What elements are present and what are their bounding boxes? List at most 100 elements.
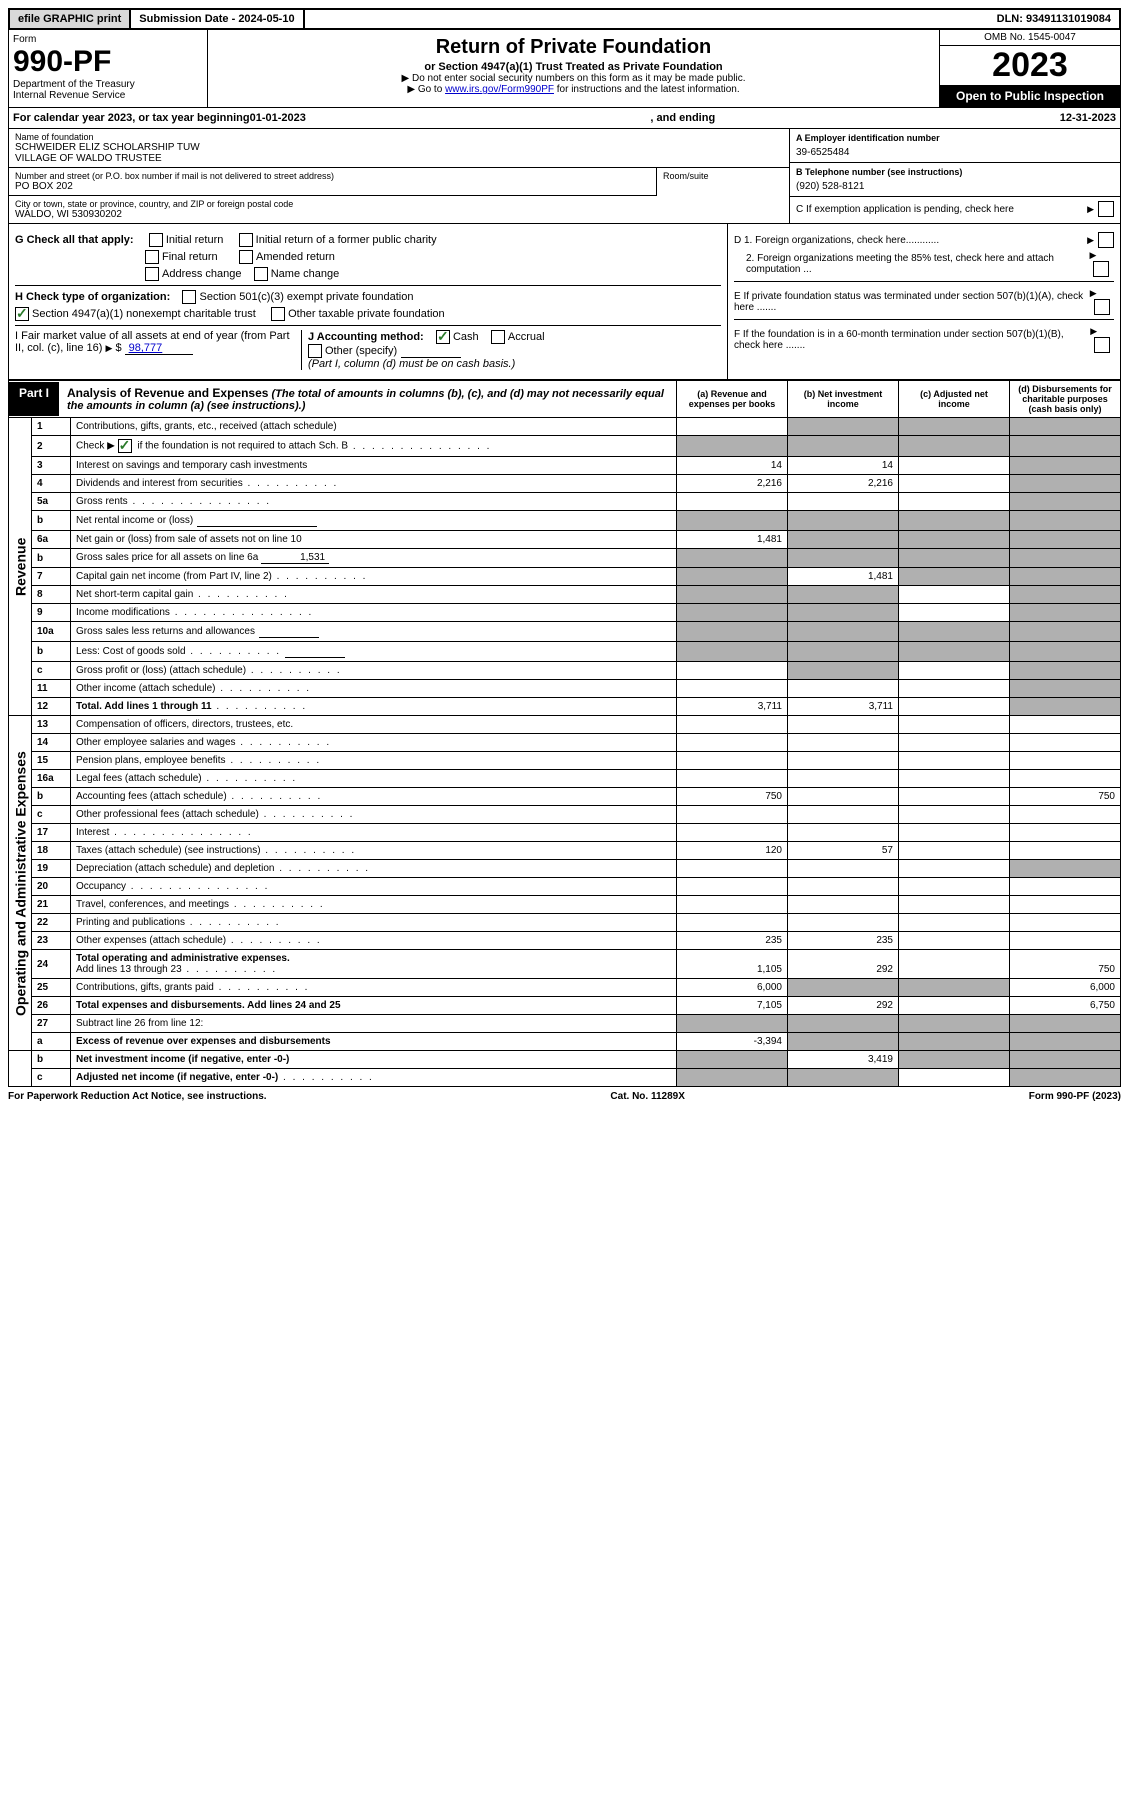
table-row: 4 Dividends and interest from securities… (9, 475, 1121, 493)
line-10b-input[interactable] (285, 645, 345, 658)
arrow-icon (1090, 326, 1097, 337)
line-25-a: 6,000 (677, 979, 788, 997)
line-25-d: 6,000 (1010, 979, 1121, 997)
e-checkbox[interactable] (1094, 299, 1110, 315)
i-value-link[interactable]: 98,777 (125, 342, 193, 355)
h-other-checkbox[interactable] (271, 307, 285, 321)
col-d-header: (d) Disbursements for charitable purpose… (1010, 381, 1121, 418)
line-5a-no: 5a (32, 493, 71, 511)
line-12-b: 3,711 (788, 698, 899, 716)
g-name-checkbox[interactable] (254, 267, 268, 281)
c-label: C If exemption application is pending, c… (796, 204, 1014, 215)
col-c-header: (c) Adjusted net income (899, 381, 1010, 418)
line-27c-no: c (32, 1069, 71, 1087)
g-name-label: Name change (271, 268, 340, 280)
table-row: 14 Other employee salaries and wages (9, 734, 1121, 752)
arrow-icon (105, 342, 112, 354)
line-14-desc: Other employee salaries and wages (71, 734, 677, 752)
line-24-d: 750 (1010, 950, 1121, 979)
line-4-a: 2,216 (677, 475, 788, 493)
line-6b-val: 1,531 (261, 552, 329, 564)
table-row: 8 Net short-term capital gain (9, 586, 1121, 604)
room-suite-label: Room/suite (656, 168, 789, 196)
j-accrual-checkbox[interactable] (491, 330, 505, 344)
line-5b-input[interactable] (197, 514, 317, 527)
line-20-desc: Occupancy (71, 878, 677, 896)
table-row: 19 Depreciation (attach schedule) and de… (9, 860, 1121, 878)
form-link[interactable]: www.irs.gov/Form990PF (445, 84, 554, 95)
part1-label: Part I (9, 382, 59, 416)
line-10a-input[interactable] (259, 625, 319, 638)
d2-checkbox[interactable] (1093, 261, 1109, 277)
line-12-desc: Total. Add lines 1 through 11 (71, 698, 677, 716)
cal-year-begin: 01-01-2023 (250, 112, 306, 124)
j-cash-checkbox[interactable] (436, 330, 450, 344)
tax-year: 2023 (940, 46, 1120, 85)
g-initial-checkbox[interactable] (149, 233, 163, 247)
line-24-desc: Total operating and administrative expen… (71, 950, 677, 979)
line-10b-desc: Less: Cost of goods sold (71, 642, 677, 662)
line-25-no: 25 (32, 979, 71, 997)
j-cash-label: Cash (453, 331, 479, 343)
h-501c3-label: Section 501(c)(3) exempt private foundat… (199, 291, 413, 303)
table-row: c Other professional fees (attach schedu… (9, 806, 1121, 824)
j-other-input[interactable] (401, 345, 461, 358)
arrow-icon (1089, 250, 1096, 261)
d1-checkbox[interactable] (1098, 232, 1114, 248)
line-27b-no: b (32, 1051, 71, 1069)
line-27-desc: Subtract line 26 from line 12: (71, 1015, 677, 1033)
j-other-checkbox[interactable] (308, 344, 322, 358)
g-initial-label: Initial return (166, 234, 223, 246)
line-24-a: 1,105 (677, 950, 788, 979)
line-16b-d: 750 (1010, 788, 1121, 806)
line-26-no: 26 (32, 997, 71, 1015)
submission-date: Submission Date - 2024-05-10 (131, 10, 304, 28)
line-26-a: 7,105 (677, 997, 788, 1015)
table-row: 18 Taxes (attach schedule) (see instruct… (9, 842, 1121, 860)
footer: For Paperwork Reduction Act Notice, see … (8, 1087, 1121, 1102)
table-row: b Less: Cost of goods sold (9, 642, 1121, 662)
instr-1: ▶ Do not enter social security numbers o… (212, 73, 935, 84)
line-12-no: 12 (32, 698, 71, 716)
table-row: 26 Total expenses and disbursements. Add… (9, 997, 1121, 1015)
line-10a-no: 10a (32, 622, 71, 642)
g-amended-checkbox[interactable] (239, 250, 253, 264)
g-address-checkbox[interactable] (145, 267, 159, 281)
foundation-name: SCHWEIDER ELIZ SCHOLARSHIP TUW VILLAGE O… (15, 142, 783, 164)
h-501c3-checkbox[interactable] (182, 290, 196, 304)
line-23-no: 23 (32, 932, 71, 950)
line-16b-desc: Accounting fees (attach schedule) (71, 788, 677, 806)
line-5a-desc: Gross rents (71, 493, 677, 511)
open-public-badge: Open to Public Inspection (940, 85, 1120, 107)
g-address-label: Address change (162, 268, 242, 280)
part1-title-bold: Analysis of Revenue and Expenses (67, 386, 268, 400)
h-4947-checkbox[interactable] (15, 307, 29, 321)
f-checkbox[interactable] (1094, 337, 1110, 353)
line-21-desc: Travel, conferences, and meetings (71, 896, 677, 914)
d1-label: D 1. Foreign organizations, check here..… (734, 235, 939, 246)
line-13-desc: Compensation of officers, directors, tru… (71, 716, 677, 734)
table-row: 23 Other expenses (attach schedule) 235 … (9, 932, 1121, 950)
col-b-header: (b) Net investment income (788, 381, 899, 418)
f-label: F If the foundation is in a 60-month ter… (734, 329, 1090, 351)
table-row: Operating and Administrative Expenses 13… (9, 716, 1121, 734)
line-18-a: 120 (677, 842, 788, 860)
g-initial-former-label: Initial return of a former public charit… (256, 234, 437, 246)
efile-print-label[interactable]: efile GRAPHIC print (10, 10, 131, 28)
c-checkbox[interactable] (1098, 201, 1114, 217)
schb-checkbox[interactable] (118, 439, 132, 453)
line-22-desc: Printing and publications (71, 914, 677, 932)
form-title: Return of Private Foundation (212, 36, 935, 59)
g-initial-former-checkbox[interactable] (239, 233, 253, 247)
irs-text: Internal Revenue Service (13, 90, 203, 101)
line-5b-no: b (32, 511, 71, 531)
line-10a-desc: Gross sales less returns and allowances (71, 622, 677, 642)
line-2-desc: Check ▶ if the foundation is not require… (71, 436, 677, 457)
calendar-year-row: For calendar year 2023, or tax year begi… (8, 108, 1121, 129)
line-2-pre: Check ▶ (76, 441, 118, 452)
g-final-checkbox[interactable] (145, 250, 159, 264)
line-18-desc: Taxes (attach schedule) (see instruction… (71, 842, 677, 860)
city: WALDO, WI 530930202 (15, 209, 783, 220)
check-area: G Check all that apply: Initial return I… (8, 224, 1121, 380)
omb-number: OMB No. 1545-0047 (940, 30, 1120, 46)
